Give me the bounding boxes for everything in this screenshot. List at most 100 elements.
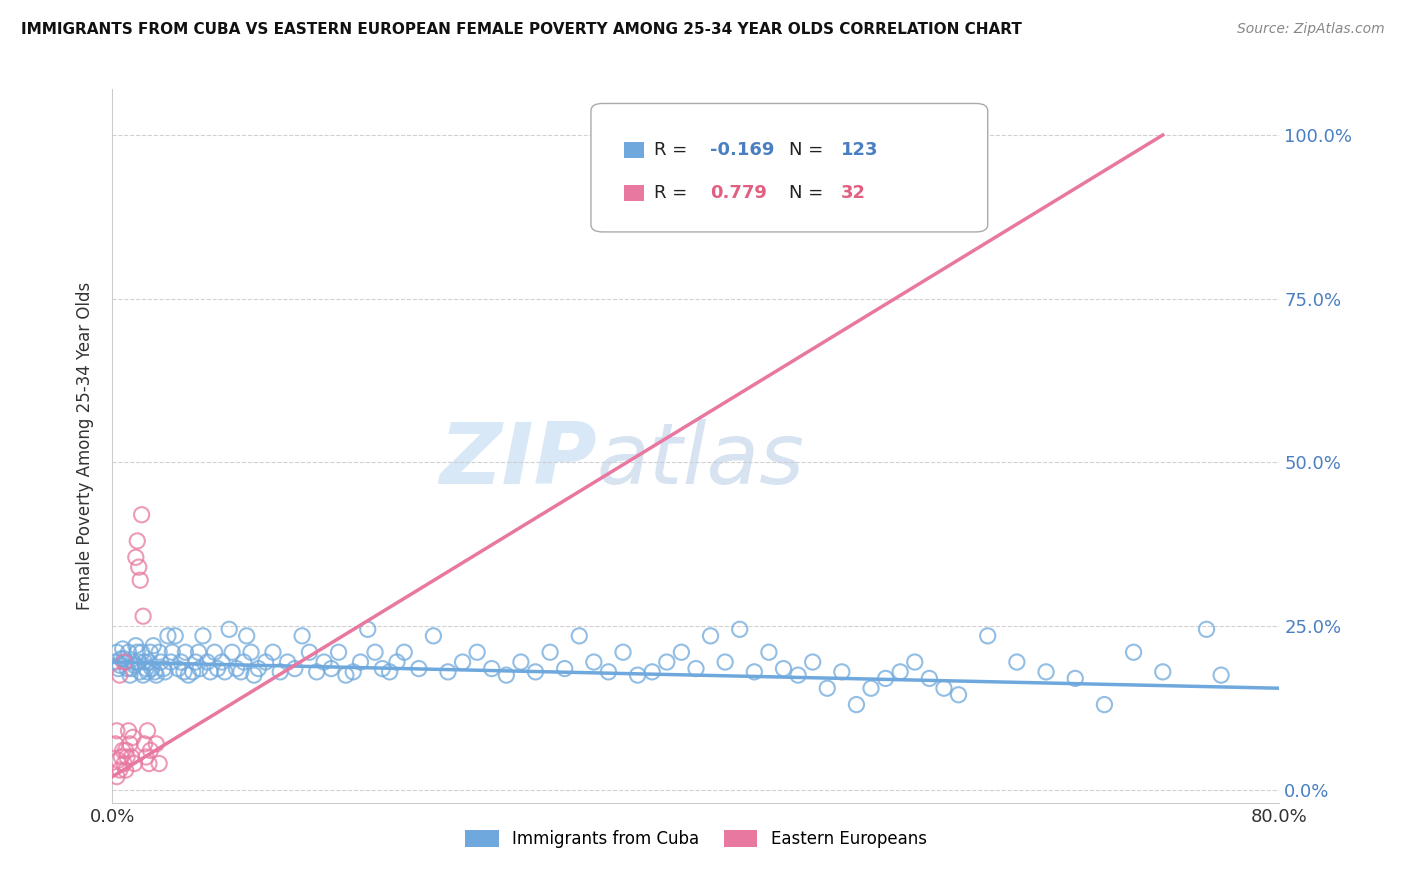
- Point: [422, 629, 444, 643]
- Point: [262, 645, 284, 659]
- Point: [582, 655, 605, 669]
- Text: N =: N =: [789, 141, 828, 159]
- Point: [1035, 665, 1057, 679]
- Point: [371, 662, 394, 676]
- Point: [148, 645, 170, 659]
- Point: [145, 668, 167, 682]
- Point: [124, 756, 146, 771]
- Y-axis label: Female Poverty Among 25-34 Year Olds: Female Poverty Among 25-34 Year Olds: [76, 282, 94, 610]
- Point: [135, 662, 157, 676]
- Point: [948, 688, 970, 702]
- Point: [108, 658, 131, 673]
- Point: [538, 645, 561, 659]
- Point: [305, 665, 328, 679]
- Point: [118, 737, 141, 751]
- Point: [932, 681, 955, 696]
- Point: [143, 665, 166, 679]
- Point: [125, 639, 148, 653]
- Point: [112, 756, 135, 771]
- Point: [139, 645, 162, 659]
- Point: [105, 645, 128, 659]
- Point: [122, 731, 145, 745]
- Point: [364, 645, 387, 659]
- Point: [204, 645, 226, 659]
- Point: [298, 645, 321, 659]
- Point: [291, 629, 314, 643]
- Point: [509, 655, 531, 669]
- Point: [685, 662, 707, 676]
- Point: [118, 668, 141, 682]
- Point: [1064, 672, 1087, 686]
- Point: [105, 723, 128, 738]
- Point: [117, 723, 139, 738]
- Point: [742, 665, 765, 679]
- Point: [815, 681, 838, 696]
- Point: [312, 655, 335, 669]
- Point: [131, 645, 153, 659]
- Point: [145, 737, 167, 751]
- Point: [114, 655, 136, 669]
- Point: [117, 645, 139, 659]
- FancyBboxPatch shape: [591, 103, 987, 232]
- Point: [976, 629, 998, 643]
- Point: [135, 750, 157, 764]
- Point: [254, 655, 277, 669]
- Point: [247, 662, 270, 676]
- Bar: [624, 185, 644, 201]
- Point: [149, 655, 172, 669]
- Text: Source: ZipAtlas.com: Source: ZipAtlas.com: [1237, 22, 1385, 37]
- Point: [1122, 645, 1144, 659]
- Point: [110, 652, 132, 666]
- Point: [114, 743, 136, 757]
- Point: [612, 645, 634, 659]
- Point: [200, 665, 222, 679]
- Point: [142, 639, 165, 653]
- Point: [139, 743, 162, 757]
- Text: 32: 32: [841, 184, 866, 202]
- Point: [1209, 668, 1232, 682]
- Point: [114, 763, 136, 777]
- Point: [889, 665, 911, 679]
- Point: [173, 665, 195, 679]
- Point: [138, 756, 160, 771]
- Point: [235, 629, 257, 643]
- Point: [269, 665, 291, 679]
- Point: [136, 723, 159, 738]
- Point: [112, 655, 135, 669]
- Point: [214, 665, 236, 679]
- Point: [167, 662, 190, 676]
- Point: [568, 629, 591, 643]
- Point: [831, 665, 853, 679]
- Point: [465, 645, 488, 659]
- Point: [108, 763, 131, 777]
- Point: [129, 573, 152, 587]
- Point: [394, 645, 416, 659]
- Point: [845, 698, 868, 712]
- Point: [378, 665, 401, 679]
- Point: [495, 668, 517, 682]
- Point: [152, 662, 174, 676]
- Point: [860, 681, 883, 696]
- Point: [112, 652, 135, 666]
- Text: IMMIGRANTS FROM CUBA VS EASTERN EUROPEAN FEMALE POVERTY AMONG 25-34 YEAR OLDS CO: IMMIGRANTS FROM CUBA VS EASTERN EUROPEAN…: [21, 22, 1022, 37]
- Point: [120, 750, 142, 764]
- Point: [408, 662, 430, 676]
- Point: [128, 560, 150, 574]
- Point: [437, 665, 460, 679]
- Point: [156, 629, 179, 643]
- Point: [728, 623, 751, 637]
- Point: [276, 655, 298, 669]
- Point: [918, 672, 941, 686]
- Point: [349, 655, 371, 669]
- Point: [127, 645, 149, 659]
- Point: [357, 623, 380, 637]
- Point: [128, 655, 150, 669]
- Point: [134, 655, 156, 669]
- Point: [136, 665, 159, 679]
- Text: atlas: atlas: [596, 418, 804, 502]
- Point: [195, 655, 218, 669]
- Point: [342, 665, 364, 679]
- Point: [153, 665, 176, 679]
- Point: [598, 665, 620, 679]
- Point: [138, 655, 160, 669]
